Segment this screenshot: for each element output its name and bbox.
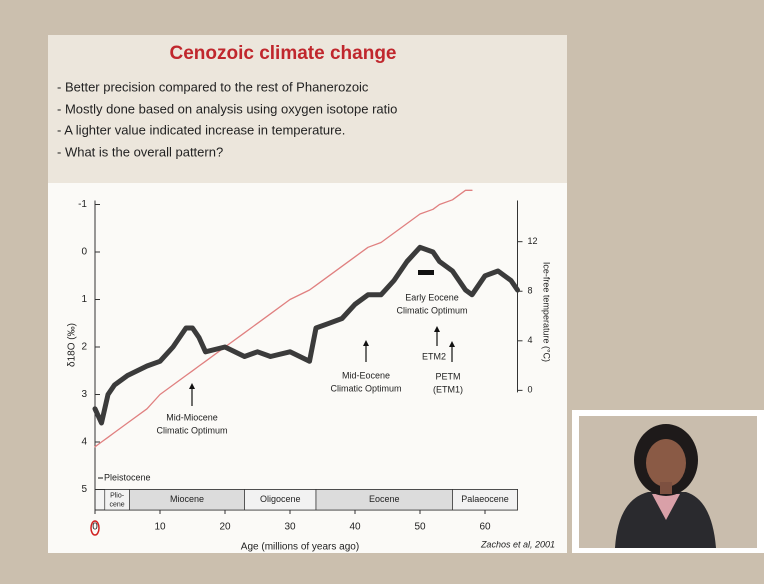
video-inset <box>572 410 764 553</box>
annotation: PETM <box>435 371 460 381</box>
series-line <box>94 189 473 448</box>
annotation: Early Eocene <box>405 292 459 302</box>
bullet: - What is the overall pattern? <box>57 144 223 159</box>
epoch-label: Oligocene <box>260 494 301 504</box>
x-tick-label: 40 <box>349 522 361 533</box>
y2-tick-label: 0 <box>528 385 533 395</box>
marker-bar <box>418 270 434 275</box>
annotation: (ETM1) <box>433 384 463 394</box>
bullet: - Mostly done based on analysis using ox… <box>57 101 397 116</box>
x-tick-label: 50 <box>414 522 426 533</box>
arrow-head <box>363 340 369 346</box>
arrow-head <box>449 341 455 347</box>
annotation: Climatic Optimum <box>396 305 467 315</box>
annotation: Climatic Optimum <box>330 383 401 393</box>
slide-header <box>48 35 567 183</box>
slide-title: Cenozoic climate change <box>169 43 396 64</box>
y2-tick-label: 4 <box>528 335 533 345</box>
annotation: Pleistocene <box>104 472 151 482</box>
y-axis-label: δ18O (‰) <box>67 323 78 367</box>
series-line <box>92 244 520 426</box>
epoch-label: Palaeocene <box>461 494 509 504</box>
bullet: - A lighter value indicated increase in … <box>57 122 345 137</box>
y2-axis-label: Ice-free temperature (°C) <box>542 262 552 362</box>
y-tick-label: 2 <box>81 342 87 353</box>
annotation: Mid-Eocene <box>342 370 390 380</box>
arrow-head <box>434 326 440 332</box>
y-tick-label: 1 <box>81 294 87 305</box>
x-tick-label: 10 <box>154 522 166 533</box>
epoch-label: Miocene <box>170 494 204 504</box>
y2-tick-label: 8 <box>528 286 533 296</box>
x-axis-label: Age (millions of years ago) <box>241 542 359 553</box>
epoch-label: Plio-cene <box>110 492 125 508</box>
y-tick-label: 3 <box>81 389 87 400</box>
bullets: - Better precision compared to the rest … <box>57 79 397 159</box>
highlight-circle <box>90 520 100 536</box>
x-tick-label: 20 <box>219 522 231 533</box>
x-tick-label: 60 <box>479 522 491 533</box>
x-tick-label: 0 <box>92 522 98 533</box>
x-tick-label: 30 <box>284 522 296 533</box>
credit: Zachos et al, 2001 <box>480 539 555 549</box>
annotation: Climatic Optimum <box>156 425 227 435</box>
y-tick-label: 0 <box>81 247 87 258</box>
y-tick-label: 4 <box>81 437 87 448</box>
bullet: - Better precision compared to the rest … <box>57 79 369 94</box>
epoch-label: Eocene <box>369 494 400 504</box>
y-tick-label: -1 <box>78 199 87 210</box>
annotation: ETM2 <box>422 351 446 361</box>
arrow-head <box>189 383 195 389</box>
annotation: Mid-Miocene <box>166 412 218 422</box>
y2-tick-label: 12 <box>528 236 538 246</box>
y-tick-label: 5 <box>81 484 87 495</box>
